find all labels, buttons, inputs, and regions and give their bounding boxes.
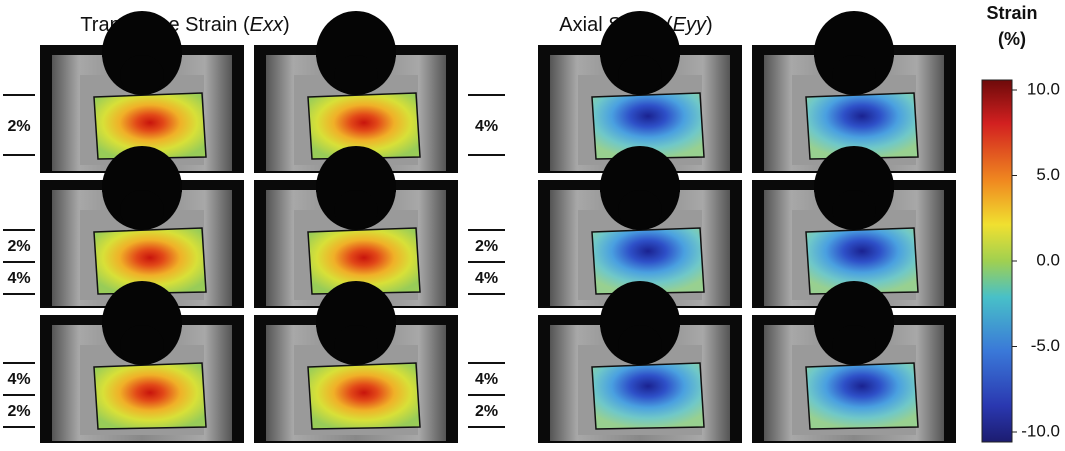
strain-panel <box>40 281 244 443</box>
indenter-tip <box>618 325 662 365</box>
top-dark <box>600 180 680 192</box>
strain-panel <box>538 281 742 443</box>
strain-panel <box>40 146 244 308</box>
colorbar <box>981 79 1013 443</box>
strain-panel <box>538 11 742 173</box>
indenter-tip <box>120 190 164 230</box>
top-dark <box>600 315 680 327</box>
strain-map <box>93 227 207 295</box>
strain-level-label: 2% <box>7 238 30 255</box>
strain-map <box>591 227 705 295</box>
strain-level-label: 2% <box>7 403 30 420</box>
strain-level-label: 2% <box>7 118 30 135</box>
strain-map <box>805 92 919 160</box>
top-dark <box>316 315 396 327</box>
strain-map <box>93 362 207 430</box>
colorbar-tick-label: 0.0 <box>1036 250 1060 269</box>
colorbar-tick-label: 5.0 <box>1036 165 1060 184</box>
colorbar-title: Strain <box>986 3 1037 23</box>
strain-map <box>591 362 705 430</box>
strain-level-label: 2% <box>475 403 498 420</box>
indenter-tip <box>618 190 662 230</box>
indenter-tip <box>120 325 164 365</box>
indenter-tip <box>832 325 876 365</box>
colorbar-tick-label: -5.0 <box>1031 336 1060 355</box>
top-dark <box>600 45 680 57</box>
strain-panel <box>752 281 956 443</box>
strain-map <box>591 92 705 160</box>
strain-map <box>93 92 207 160</box>
strain-level-label: 4% <box>475 118 498 135</box>
top-dark <box>102 180 182 192</box>
strain-level-label: 2% <box>475 238 498 255</box>
colorbar-tick-label: -10.0 <box>1021 421 1060 440</box>
colorbar-title: (%) <box>998 29 1026 49</box>
indenter-tip <box>120 55 164 95</box>
strain-level-label: 4% <box>7 270 30 287</box>
colorbar-tick-label: 10.0 <box>1027 79 1060 98</box>
top-dark <box>814 45 894 57</box>
strain-level-label: 4% <box>7 371 30 388</box>
top-dark <box>814 315 894 327</box>
title-close: ) <box>706 14 713 36</box>
strain-map <box>307 227 421 295</box>
top-dark <box>316 180 396 192</box>
strain-level-label: 4% <box>475 270 498 287</box>
top-dark <box>102 315 182 327</box>
indenter-tip <box>334 190 378 230</box>
top-dark <box>102 45 182 57</box>
strain-panel <box>254 281 458 443</box>
strain-map <box>307 92 421 160</box>
strain-map <box>805 362 919 430</box>
strain-panel <box>752 11 956 173</box>
title-close: ) <box>283 14 290 36</box>
strain-map <box>805 227 919 295</box>
indenter-tip <box>334 325 378 365</box>
strain-level-label: 4% <box>475 371 498 388</box>
strain-panel <box>538 146 742 308</box>
title-variable: Eyy <box>673 14 707 36</box>
indenter-tip <box>618 55 662 95</box>
indenter-tip <box>832 55 876 95</box>
indenter-tip <box>832 190 876 230</box>
title-variable: Exx <box>250 14 284 36</box>
top-dark <box>814 180 894 192</box>
indenter-tip <box>334 55 378 95</box>
top-dark <box>316 45 396 57</box>
strain-panel <box>40 11 244 173</box>
strain-map <box>307 362 421 430</box>
